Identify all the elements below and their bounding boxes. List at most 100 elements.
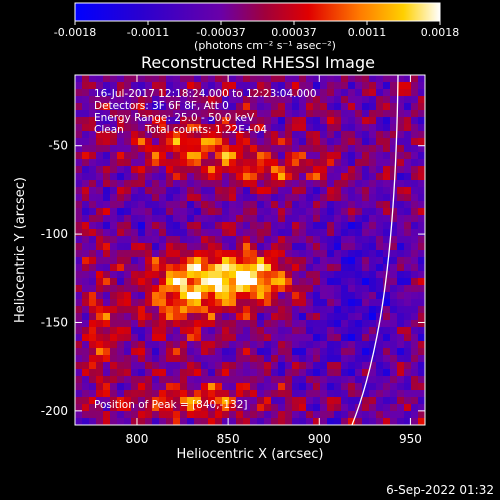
image-pixel <box>278 264 286 272</box>
image-pixel <box>145 117 153 125</box>
image-pixel <box>341 327 349 335</box>
image-pixel <box>285 187 293 195</box>
image-pixel <box>96 201 104 209</box>
image-pixel <box>306 369 314 377</box>
image-pixel <box>222 110 230 118</box>
image-pixel <box>278 348 286 356</box>
image-pixel <box>390 75 398 83</box>
image-pixel <box>89 89 97 97</box>
image-pixel <box>362 180 370 188</box>
image-pixel <box>397 397 405 405</box>
image-pixel <box>222 96 230 104</box>
image-pixel <box>124 369 132 377</box>
image-pixel <box>348 159 356 167</box>
image-pixel <box>292 411 300 419</box>
image-pixel <box>103 96 111 104</box>
image-pixel <box>201 369 209 377</box>
image-pixel <box>278 194 286 202</box>
image-pixel <box>341 383 349 391</box>
image-pixel <box>404 369 412 377</box>
image-pixel <box>180 222 188 230</box>
image-pixel <box>278 166 286 174</box>
image-pixel <box>166 278 174 286</box>
image-pixel <box>180 264 188 272</box>
image-pixel <box>278 236 286 244</box>
image-pixel <box>271 355 279 363</box>
image-pixel <box>208 194 216 202</box>
image-pixel <box>250 292 258 300</box>
image-pixel <box>383 145 391 153</box>
image-pixel <box>362 96 370 104</box>
image-pixel <box>355 306 363 314</box>
image-pixel <box>187 222 195 230</box>
image-pixel <box>362 313 370 321</box>
image-pixel <box>313 327 321 335</box>
image-pixel <box>208 222 216 230</box>
image-pixel <box>166 320 174 328</box>
image-pixel <box>306 131 314 139</box>
image-pixel <box>117 75 125 83</box>
image-pixel <box>82 187 90 195</box>
image-pixel <box>215 390 223 398</box>
image-pixel <box>173 208 181 216</box>
image-pixel <box>180 341 188 349</box>
image-pixel <box>138 103 146 111</box>
image-pixel <box>320 131 328 139</box>
image-pixel <box>383 278 391 286</box>
image-pixel <box>117 117 125 125</box>
image-pixel <box>103 201 111 209</box>
image-pixel <box>341 250 349 258</box>
image-pixel <box>89 166 97 174</box>
image-pixel <box>397 292 405 300</box>
image-pixel <box>390 166 398 174</box>
image-pixel <box>264 376 272 384</box>
image-pixel <box>278 229 286 237</box>
image-pixel <box>82 145 90 153</box>
image-pixel <box>159 75 167 83</box>
image-pixel <box>180 236 188 244</box>
image-pixel <box>187 341 195 349</box>
image-pixel <box>362 306 370 314</box>
image-pixel <box>82 376 90 384</box>
image-pixel <box>236 194 244 202</box>
image-pixel <box>327 383 335 391</box>
image-pixel <box>201 222 209 230</box>
image-pixel <box>229 152 237 160</box>
image-pixel <box>271 243 279 251</box>
image-pixel <box>341 187 349 195</box>
image-pixel <box>264 327 272 335</box>
image-pixel <box>117 334 125 342</box>
image-pixel <box>369 313 377 321</box>
image-pixel <box>103 243 111 251</box>
image-pixel <box>334 278 342 286</box>
image-pixel <box>89 418 97 425</box>
image-pixel <box>383 411 391 419</box>
image-pixel <box>131 327 139 335</box>
image-pixel <box>362 376 370 384</box>
image-pixel <box>117 306 125 314</box>
image-pixel <box>208 250 216 258</box>
image-pixel <box>152 110 160 118</box>
image-pixel <box>201 166 209 174</box>
image-pixel <box>299 110 307 118</box>
image-pixel <box>271 173 279 181</box>
image-pixel <box>124 341 132 349</box>
image-pixel <box>208 418 216 425</box>
image-pixel <box>243 362 251 370</box>
image-pixel <box>103 138 111 146</box>
image-pixel <box>117 383 125 391</box>
image-pixel <box>355 362 363 370</box>
image-pixel <box>355 138 363 146</box>
image-pixel <box>159 348 167 356</box>
image-pixel <box>187 201 195 209</box>
image-pixel <box>180 348 188 356</box>
image-pixel <box>362 110 370 118</box>
image-pixel <box>89 103 97 111</box>
image-pixel <box>89 397 97 405</box>
image-pixel <box>82 355 90 363</box>
image-pixel <box>285 159 293 167</box>
image-pixel <box>348 131 356 139</box>
image-pixel <box>201 313 209 321</box>
image-pixel <box>285 397 293 405</box>
image-pixel <box>194 208 202 216</box>
